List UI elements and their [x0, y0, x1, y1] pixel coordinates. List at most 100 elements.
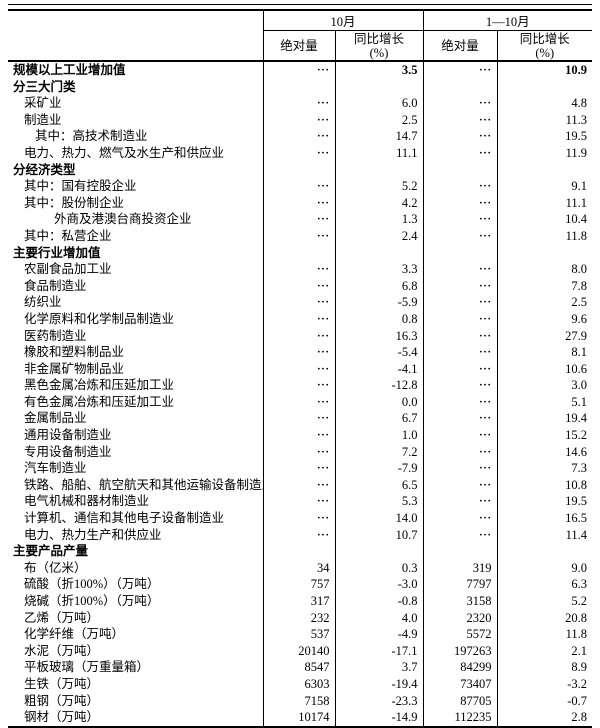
- cell-october-absolute: [262, 161, 335, 179]
- cell-cumulative-absolute: ···: [422, 526, 498, 544]
- row-label: 电力、热力、燃气及水生产和供应业: [24, 145, 225, 160]
- cell-october-absolute: ···: [262, 410, 335, 428]
- row-label: 食品制造业: [24, 278, 87, 293]
- cell-cumulative-yoy: 7.8: [496, 277, 593, 295]
- table-row: 其中：股份制企业 ··· 4.2 ··· 11.1: [8, 194, 593, 212]
- cell-cumulative-yoy: 7.3: [496, 460, 593, 477]
- table-row: 其中：国有控股企业 ··· 5.2 ··· 9.1: [8, 178, 593, 195]
- cell-cumulative-yoy: 5.2: [496, 593, 593, 610]
- cell-october-absolute: ···: [262, 95, 335, 112]
- cell-october-yoy: 14.0: [334, 510, 424, 527]
- cell-october-absolute: [262, 78, 335, 96]
- row-label: 制造业: [24, 112, 62, 127]
- table-row: 制造业 ··· 2.5 ··· 11.3: [8, 111, 593, 129]
- cell-cumulative-yoy: 15.2: [496, 427, 593, 444]
- table-row: 计算机、通信和其他电子设备制造业 ··· 14.0 ··· 16.5: [8, 510, 593, 527]
- cell-october-absolute: 8547: [262, 659, 335, 676]
- cell-cumulative-yoy: 9.1: [496, 178, 593, 195]
- cell-october-yoy: -23.3: [334, 692, 424, 710]
- row-label: 粗钢（万吨）: [24, 693, 100, 708]
- table-row: 专用设备制造业 ··· 7.2 ··· 14.6: [8, 443, 593, 461]
- cell-october-yoy: 16.3: [334, 327, 424, 345]
- cell-october-yoy: -14.9: [334, 709, 424, 727]
- cell-cumulative-absolute: ···: [422, 510, 498, 527]
- header-group-row: 10月 1—10月: [8, 10, 593, 62]
- cell-october-yoy: 3.7: [334, 659, 424, 676]
- table-row: 汽车制造业 ··· -7.9 ··· 7.3: [8, 460, 593, 477]
- table-row: 采矿业 ··· 6.0 ··· 4.8: [8, 95, 593, 112]
- cell-october-absolute: ···: [262, 360, 335, 378]
- table-row: 钢材（万吨） 10174 -14.9 112235 2.8: [8, 709, 593, 727]
- cell-october-absolute: [262, 543, 335, 560]
- cell-cumulative-absolute: ···: [422, 493, 498, 511]
- cell-october-absolute: ···: [262, 261, 335, 278]
- cell-october-yoy: 3.3: [334, 261, 424, 278]
- yoy-label: 同比增长: [519, 31, 570, 46]
- table-row: 其中：高技术制造业 ··· 14.7 ··· 19.5: [8, 128, 593, 145]
- row-label: 农副食品加工业: [24, 262, 112, 277]
- cell-cumulative-yoy: 10.6: [496, 360, 593, 378]
- cell-cumulative-absolute: 3158: [422, 593, 498, 610]
- cell-cumulative-absolute: ···: [422, 460, 498, 477]
- cell-october-absolute: ···: [262, 294, 335, 311]
- cell-october-absolute: ···: [262, 144, 335, 162]
- cell-october-yoy: -7.9: [334, 460, 424, 477]
- cell-cumulative-yoy: 10.4: [496, 211, 593, 228]
- cell-october-yoy: [334, 78, 424, 96]
- cell-cumulative-absolute: ···: [422, 61, 498, 79]
- cell-october-yoy: [334, 244, 424, 262]
- cell-cumulative-yoy: 14.6: [496, 443, 593, 461]
- cell-october-absolute: 537: [262, 626, 335, 643]
- cell-october-yoy: 14.7: [334, 128, 424, 145]
- cell-cumulative-absolute: ···: [422, 294, 498, 311]
- cell-cumulative-yoy: 27.9: [496, 327, 593, 345]
- table-row: 电力、热力生产和供应业 ··· 10.7 ··· 11.4: [8, 526, 593, 544]
- cell-cumulative-absolute: ···: [422, 393, 498, 411]
- cell-october-absolute: ···: [262, 344, 335, 361]
- cell-cumulative-yoy: [496, 543, 593, 560]
- row-label: 水泥（万吨）: [24, 643, 100, 658]
- cell-october-yoy: 6.8: [334, 277, 424, 295]
- row-label: 电气机械和器材制造业: [24, 494, 150, 509]
- row-label: 铁路、船舶、航空航天和其他运输设备制造业: [24, 477, 263, 492]
- cell-cumulative-absolute: 73407: [422, 675, 498, 693]
- cell-cumulative-absolute: [422, 78, 498, 96]
- cell-cumulative-absolute: 84299: [422, 659, 498, 676]
- row-label: 钢材（万吨）: [24, 710, 100, 725]
- cell-cumulative-yoy: 9.0: [496, 559, 593, 577]
- cell-cumulative-yoy: -3.2: [496, 675, 593, 693]
- table-row: 食品制造业 ··· 6.8 ··· 7.8: [8, 277, 593, 295]
- table-row: 电气机械和器材制造业 ··· 5.3 ··· 19.5: [8, 493, 593, 511]
- table-row: 分经济类型: [8, 161, 593, 179]
- cell-october-yoy: [334, 543, 424, 560]
- cell-october-absolute: 317: [262, 593, 335, 610]
- row-label: 分经济类型: [13, 162, 76, 177]
- cell-cumulative-yoy: 11.8: [496, 626, 593, 643]
- cell-cumulative-absolute: ···: [422, 178, 498, 195]
- table-row: 化学纤维（万吨） 537 -4.9 5572 11.8: [8, 626, 593, 643]
- table-row: 平板玻璃（万重量箱） 8547 3.7 84299 8.9: [8, 659, 593, 676]
- header-october-yoy: 同比增长 (%): [334, 30, 424, 62]
- cell-cumulative-yoy: 20.8: [496, 609, 593, 627]
- cell-cumulative-absolute: ···: [422, 211, 498, 228]
- cell-october-absolute: ···: [262, 460, 335, 477]
- cell-cumulative-yoy: 6.3: [496, 576, 593, 593]
- cell-october-yoy: 4.0: [334, 609, 424, 627]
- row-label: 生铁（万吨）: [24, 676, 100, 691]
- row-label: 其中：高技术制造业: [35, 129, 148, 144]
- cell-cumulative-absolute: ···: [422, 95, 498, 112]
- cell-october-yoy: 1.0: [334, 427, 424, 444]
- cell-cumulative-absolute: [422, 244, 498, 262]
- cell-cumulative-yoy: 19.4: [496, 410, 593, 428]
- cell-cumulative-yoy: 8.9: [496, 659, 593, 676]
- row-label: 其中：国有控股企业: [24, 179, 137, 194]
- cell-cumulative-yoy: [496, 78, 593, 96]
- cell-october-yoy: -0.8: [334, 593, 424, 610]
- row-label: 有色金属冶炼和压延加工业: [24, 394, 175, 409]
- cell-cumulative-absolute: 87705: [422, 692, 498, 710]
- cell-october-absolute: ···: [262, 526, 335, 544]
- cell-october-yoy: 6.5: [334, 476, 424, 494]
- table-row: 主要行业增加值: [8, 244, 593, 262]
- table-row: 橡胶和塑料制品业 ··· -5.4 ··· 8.1: [8, 344, 593, 361]
- cell-cumulative-absolute: ···: [422, 427, 498, 444]
